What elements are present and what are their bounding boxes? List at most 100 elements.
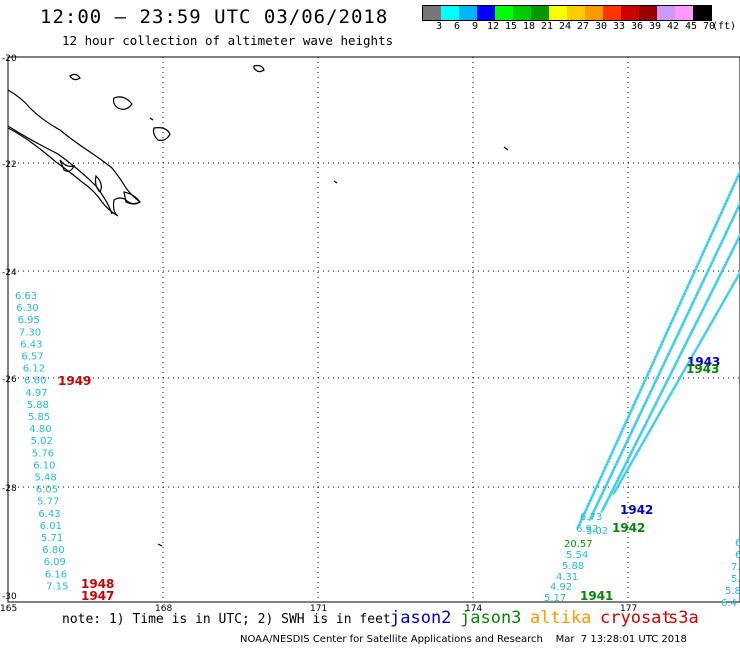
lat-label: -26 <box>2 375 17 385</box>
wave-height-value: 5.88 <box>562 561 584 572</box>
wave-height-value: 6.80 <box>42 545 64 556</box>
wave-height-value: 5.48 <box>35 473 57 484</box>
wave-height-value: 6.16 <box>45 569 67 580</box>
wave-height-value: 5.8 <box>725 586 740 597</box>
color-scale-label: 12 <box>486 21 500 32</box>
color-swatch <box>423 6 441 20</box>
wave-height-value: 6.01 <box>40 521 62 532</box>
wave-height-value: 6.60 <box>24 376 46 387</box>
lat-label: -22 <box>2 160 17 170</box>
color-swatch <box>441 6 459 20</box>
wave-height-value: 5.17 <box>544 593 566 604</box>
color-scale-label: 3 <box>435 21 443 32</box>
wave-height-value: 5.54 <box>566 550 588 561</box>
loyalty-island <box>152 127 171 141</box>
color-scale-label: 15 <box>504 21 518 32</box>
wave-height-value: 5.71 <box>41 533 63 544</box>
color-swatch <box>459 6 477 20</box>
wave-height-value: 6.43 <box>38 509 60 520</box>
track-time-label: 1941 <box>580 589 613 603</box>
lat-label: -28 <box>2 484 17 494</box>
wave-height-value: 5.76 <box>32 448 54 459</box>
color-scale-label: 6 <box>453 21 461 32</box>
wave-height-value: 6.4 <box>721 598 737 609</box>
wave-height-value: 5.02 <box>31 436 53 447</box>
coast-segment <box>94 174 102 194</box>
wave-height-value: 6 <box>735 550 740 561</box>
swath-mark <box>736 270 740 277</box>
lon-label: 165 <box>0 604 17 614</box>
color-swatch <box>567 6 585 20</box>
loyalty-island <box>112 96 133 110</box>
wave-height-value: 6.12 <box>23 364 45 375</box>
track-time-label: 1942 <box>612 521 645 535</box>
track-time-label: 1948 <box>81 577 114 591</box>
track-values: 6.636.306.957.306.436.576.126.604.975.88… <box>15 291 740 609</box>
wave-height-value: 5.77 <box>37 497 59 508</box>
wave-height-value: 7.30 <box>19 327 41 338</box>
color-scale-label: 24 <box>558 21 572 32</box>
color-scale-label: 39 <box>648 21 662 32</box>
wave-height-value: 20.57 <box>564 539 593 550</box>
satellite-altika: altika <box>530 608 592 628</box>
wave-height-value: 6.43 <box>20 339 42 350</box>
lat-label: -20 <box>2 54 17 64</box>
color-scale-label: 27 <box>576 21 590 32</box>
lat-label: -24 <box>2 268 17 278</box>
satellite-jason2: jason2 <box>390 608 452 628</box>
islet <box>333 180 338 184</box>
color-scale-label: 9 <box>471 21 479 32</box>
islet <box>503 146 509 151</box>
loyalty-island <box>123 191 141 205</box>
wave-height-value: 6.63 <box>15 291 37 302</box>
color-swatch <box>675 6 693 20</box>
track-time-label: 1942 <box>620 503 653 517</box>
color-scale-label: 45 <box>684 21 698 32</box>
wave-height-value: 6.10 <box>33 460 55 471</box>
wave-height-value: 5. <box>731 574 740 585</box>
wave-height-value: 6.92 <box>576 524 598 535</box>
color-scale-bar <box>422 5 712 21</box>
wave-height-value: 5.88 <box>27 400 49 411</box>
coast-segment <box>7 125 113 215</box>
wave-height-value: 6.05 <box>36 485 58 496</box>
color-scale-unit: (ft) <box>712 21 737 32</box>
color-swatch <box>639 6 657 20</box>
axis-tick-labels: -20 -22 -24 -26 -28 -30 165 168 171 174 177 <box>0 54 637 614</box>
altimeter-swaths <box>576 166 740 530</box>
color-scale-label: 36 <box>630 21 644 32</box>
color-scale-label: 21 <box>540 21 554 32</box>
wave-height-value: 4.31 <box>556 572 578 583</box>
lon-label: 174 <box>465 604 482 614</box>
wave-height-value: 4.97 <box>25 388 47 399</box>
wave-height-value: 7. <box>731 562 740 573</box>
color-swatch <box>549 6 567 20</box>
wave-height-value: 7.15 <box>46 581 68 592</box>
wave-height-value: 5.02 <box>586 526 608 537</box>
map-frame <box>7 56 740 603</box>
wave-height-value: 6 <box>735 538 740 549</box>
wave-height-value: 6.95 <box>18 315 40 326</box>
wave-height-value: 4.92 <box>550 582 572 593</box>
coastlines <box>7 64 509 547</box>
track-time-label: 1949 <box>58 374 91 388</box>
page-subtitle: 12 hour collection of altimeter wave hei… <box>62 33 394 48</box>
color-swatch <box>513 6 531 20</box>
color-swatch <box>585 6 603 20</box>
page-title: 12:00 – 23:59 UTC 03/06/2018 <box>40 6 389 28</box>
color-scale-label: 18 <box>522 21 536 32</box>
credit-line: NOAA/NESDIS Center for Satellite Applica… <box>240 634 687 645</box>
satellite-cryosat: cryosat <box>600 608 672 628</box>
color-swatch <box>621 6 639 20</box>
track-time-label: 1947 <box>81 589 114 603</box>
islet <box>157 543 163 547</box>
color-scale-label: 42 <box>666 21 680 32</box>
color-scale-label: 30 <box>594 21 608 32</box>
islet <box>149 117 154 121</box>
color-scale-label: 70 <box>702 21 716 32</box>
color-swatch <box>657 6 675 20</box>
wave-height-value: 6.09 <box>44 557 66 568</box>
color-swatch <box>603 6 621 20</box>
